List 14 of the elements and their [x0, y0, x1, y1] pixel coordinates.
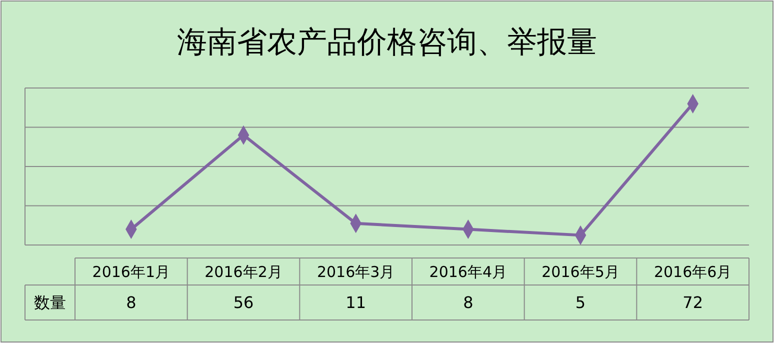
text: 数量	[34, 293, 66, 312]
x-tick-label: 2016年5月	[542, 263, 620, 281]
x-tick-label: 2016年2月	[204, 263, 282, 281]
data-label: 72	[682, 293, 704, 312]
data-label: 56	[233, 293, 254, 312]
x-tick-label: 2016年1月	[92, 263, 170, 281]
data-label: 8	[126, 293, 136, 312]
data-label: 8	[463, 293, 474, 312]
data-label: 5	[575, 293, 586, 312]
chart-title: 海南省农产品价格咨询、举报量	[177, 25, 597, 60]
x-tick-label: 2016年3月	[316, 263, 395, 281]
x-tick-label: 2016年6月	[654, 263, 732, 281]
data-label: 11	[346, 293, 366, 312]
x-tick-label: 2016年4月	[429, 263, 508, 281]
